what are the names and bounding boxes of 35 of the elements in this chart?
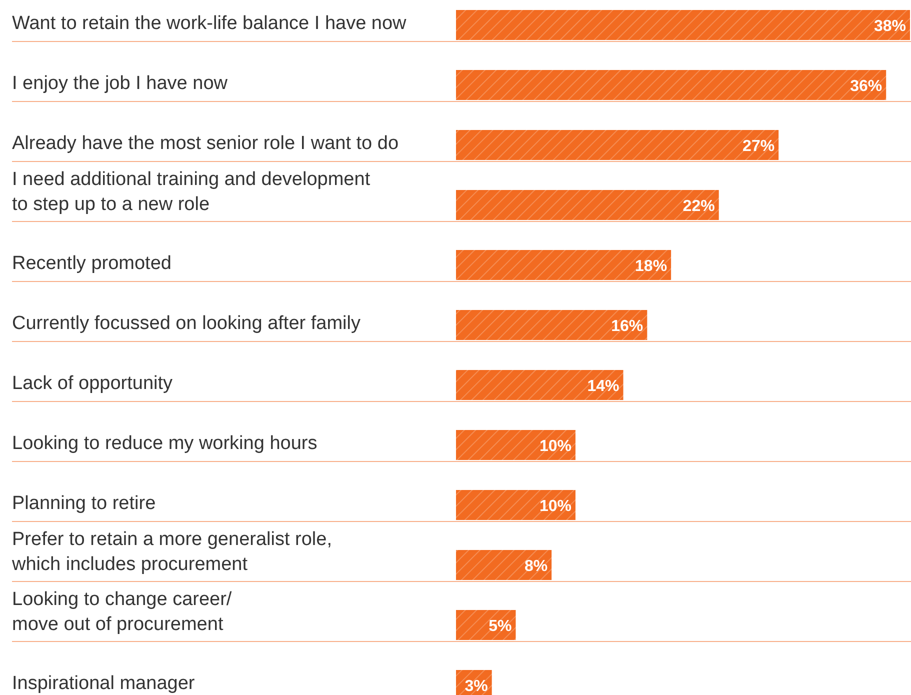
y-tick-label: Prefer to retain a more generalist role, which includes procurement [11,529,332,575]
data-label: 3% [464,678,488,695]
y-tick-label: I need additional training and development to step up to a new role [12,169,371,215]
bar [456,10,910,40]
data-label: 5% [488,618,512,635]
bar [456,370,624,400]
data-label: 10% [539,438,572,455]
data-label: 27% [742,138,775,155]
data-label: 36% [850,78,882,95]
bar [456,250,672,280]
data-label: 14% [587,378,620,395]
y-tick-label: Looking to change career/ move out of procurement [12,589,232,635]
y-tick-label: I enjoy the job I have now [12,73,228,94]
bar [456,550,552,580]
bar [456,70,886,100]
bar [456,610,516,640]
y-tick-label: Already have the most senior role I want to do [12,133,399,154]
y-tick-label: Lack of opportunity [12,373,174,394]
y-tick-label: Recently promoted [12,253,172,274]
y-tick-label: Want to retain the work-life balance I have now [12,13,407,34]
y-tick-label: Currently focussed on looking after family [12,313,361,334]
data-label: 16% [611,318,644,335]
bar [456,430,576,460]
data-label: 18% [635,258,668,275]
data-label: 38% [874,18,906,35]
data-label: 10% [539,498,572,515]
y-tick-label: Planning to retire [12,493,156,514]
bar [456,130,779,160]
bar [456,190,719,220]
data-label: 8% [524,558,548,575]
y-tick-label: Looking to reduce my working hours [12,433,318,454]
bar [456,490,576,520]
bar [456,310,648,340]
data-label: 22% [682,198,715,215]
y-tick-label: Inspirational manager [12,673,196,694]
